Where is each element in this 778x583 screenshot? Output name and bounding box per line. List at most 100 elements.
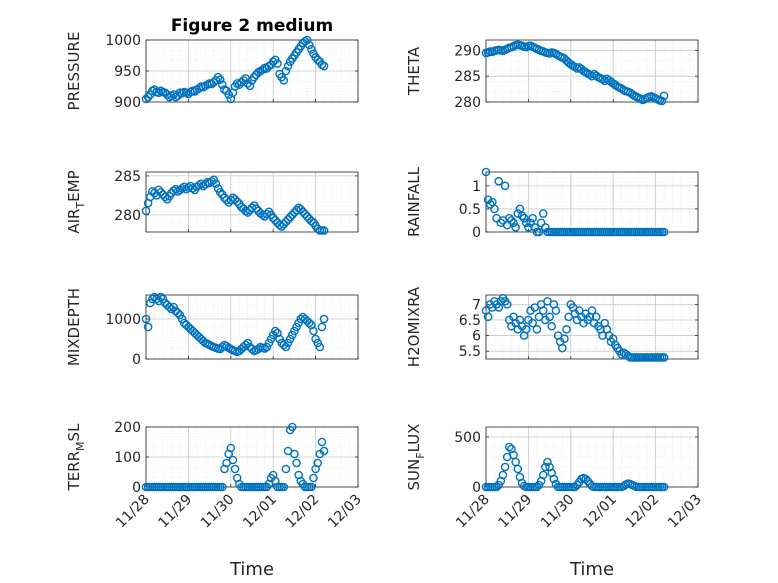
y-axis-label: THETA bbox=[405, 46, 423, 96]
data-point bbox=[562, 325, 571, 334]
data-point bbox=[598, 74, 607, 84]
y-axis-label: AIRTEMP bbox=[65, 170, 87, 233]
subplot-6: 5.566.57 H2OMIXRA bbox=[405, 286, 699, 367]
data-point bbox=[492, 482, 501, 492]
data-point bbox=[570, 482, 580, 492]
data-point bbox=[287, 422, 297, 432]
x-tick-label: 11/29 bbox=[155, 492, 195, 532]
data-point bbox=[218, 342, 227, 352]
data-point bbox=[309, 473, 318, 483]
data-point bbox=[228, 455, 238, 465]
data-point bbox=[551, 49, 561, 59]
data-point bbox=[483, 312, 493, 322]
axes-frame bbox=[485, 39, 699, 103]
data-point bbox=[141, 94, 151, 104]
data-point bbox=[281, 464, 291, 474]
data-point bbox=[247, 344, 257, 354]
data-point bbox=[160, 192, 170, 202]
data-point bbox=[251, 204, 261, 213]
y-axis-label: RAINFALL bbox=[405, 166, 423, 237]
y-tick-label: 6 bbox=[472, 329, 481, 345]
data-point bbox=[538, 470, 548, 480]
data-point bbox=[300, 209, 310, 219]
y-axis-label: PRESSURE bbox=[65, 32, 83, 111]
data-point bbox=[156, 187, 166, 197]
y-axis-label: TERRMSL bbox=[65, 423, 87, 492]
data-point bbox=[309, 326, 318, 336]
data-point bbox=[319, 226, 329, 235]
y-tick-label: 0 bbox=[472, 480, 481, 496]
data-point bbox=[141, 206, 151, 216]
data-point bbox=[226, 443, 236, 453]
data-point bbox=[194, 180, 204, 190]
data-point bbox=[262, 209, 272, 219]
y-tick-label: 1000 bbox=[105, 33, 141, 49]
data-point bbox=[509, 218, 518, 228]
data-point bbox=[218, 80, 227, 89]
data-point bbox=[141, 314, 151, 324]
y-tick-label: 500 bbox=[454, 430, 481, 446]
data-point bbox=[279, 482, 289, 492]
data-point bbox=[279, 76, 289, 85]
data-point bbox=[281, 217, 291, 227]
y-tick-label: 0 bbox=[132, 480, 141, 496]
data-point bbox=[526, 218, 535, 228]
subplot-3: 280 285 AIRTEMP bbox=[65, 169, 359, 235]
data-point bbox=[541, 462, 550, 472]
data-point bbox=[211, 179, 221, 188]
subplot-2: 280 285 290 THETA bbox=[405, 39, 699, 111]
data-point bbox=[315, 342, 325, 352]
data-point bbox=[513, 209, 523, 218]
y-tick-label: 7 bbox=[472, 297, 481, 313]
y-tick-label: 0 bbox=[132, 352, 141, 368]
data-point bbox=[281, 66, 291, 76]
data-point bbox=[519, 213, 529, 223]
data-point bbox=[317, 322, 327, 332]
y-axis-label: MIXDEPTH bbox=[65, 288, 83, 366]
data-point bbox=[532, 482, 542, 492]
subplot-4: 0 0.5 1 RAINFALL bbox=[405, 166, 699, 241]
y-tick-label: 900 bbox=[114, 95, 141, 111]
y-tick-label: 285 bbox=[454, 69, 481, 85]
subplot-7: 0 100 200 11/28 11/29 11/30 12/01 12/02 12/03 Tim… bbox=[65, 420, 365, 580]
data-point bbox=[271, 216, 280, 225]
data-point bbox=[483, 195, 493, 204]
y-tick-label: 5.5 bbox=[459, 344, 481, 360]
data-point bbox=[230, 194, 240, 204]
data-point bbox=[317, 437, 327, 447]
data-point bbox=[511, 223, 520, 232]
data-point bbox=[277, 222, 286, 231]
data-point bbox=[292, 458, 301, 468]
data-point bbox=[296, 205, 306, 214]
data-point bbox=[513, 464, 523, 474]
data-point bbox=[657, 96, 667, 106]
data-point bbox=[541, 223, 550, 232]
data-point bbox=[532, 325, 542, 334]
x-tick-label: 12/03 bbox=[325, 492, 365, 532]
data-point bbox=[313, 55, 323, 65]
data-point bbox=[222, 341, 231, 351]
x-tick-label: 12/01 bbox=[580, 492, 620, 532]
x-tick-label: 12/02 bbox=[623, 492, 663, 532]
x-axis-label: Time bbox=[229, 559, 274, 580]
data-point bbox=[502, 300, 512, 309]
chart-title: Figure 2 medium bbox=[171, 16, 333, 36]
data-point bbox=[538, 209, 548, 218]
data-point bbox=[517, 211, 527, 221]
x-tick-label: 11/29 bbox=[495, 492, 535, 532]
axes-frame bbox=[145, 294, 359, 360]
x-tick-label: 12/02 bbox=[283, 492, 323, 532]
data-point bbox=[500, 462, 510, 472]
data-point bbox=[171, 184, 180, 194]
data-point bbox=[505, 442, 514, 452]
data-point bbox=[551, 306, 561, 315]
axes-frame bbox=[145, 171, 359, 233]
data-point bbox=[528, 213, 537, 223]
x-tick-label: 11/30 bbox=[538, 492, 578, 532]
data-point bbox=[268, 213, 278, 223]
data-point bbox=[271, 326, 280, 336]
data-point bbox=[287, 210, 297, 220]
data-point bbox=[481, 167, 491, 177]
data-point bbox=[659, 482, 669, 492]
data-point bbox=[319, 446, 329, 456]
